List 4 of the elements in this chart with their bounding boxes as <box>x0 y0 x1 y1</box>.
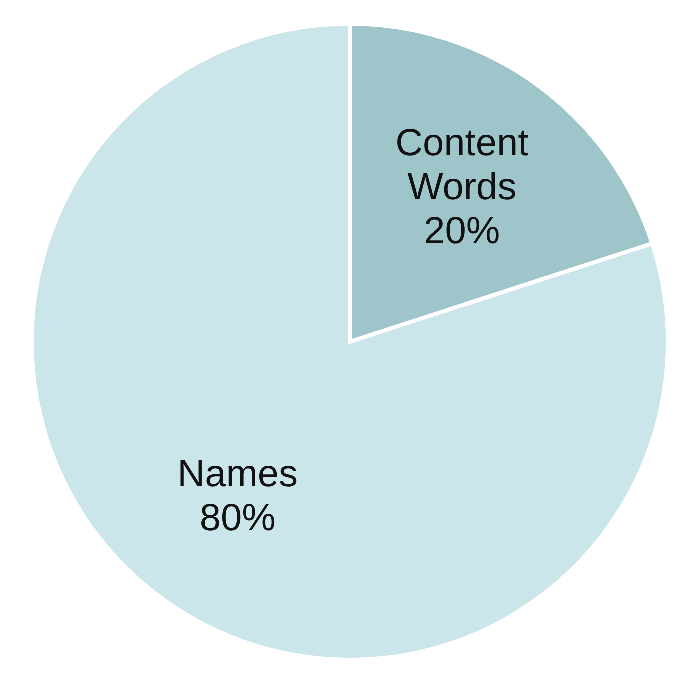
data-label: 80% <box>200 497 276 540</box>
slice-label: Content Words <box>396 122 530 209</box>
data-label: 20% <box>424 210 500 253</box>
slice-label: Names <box>178 453 298 496</box>
